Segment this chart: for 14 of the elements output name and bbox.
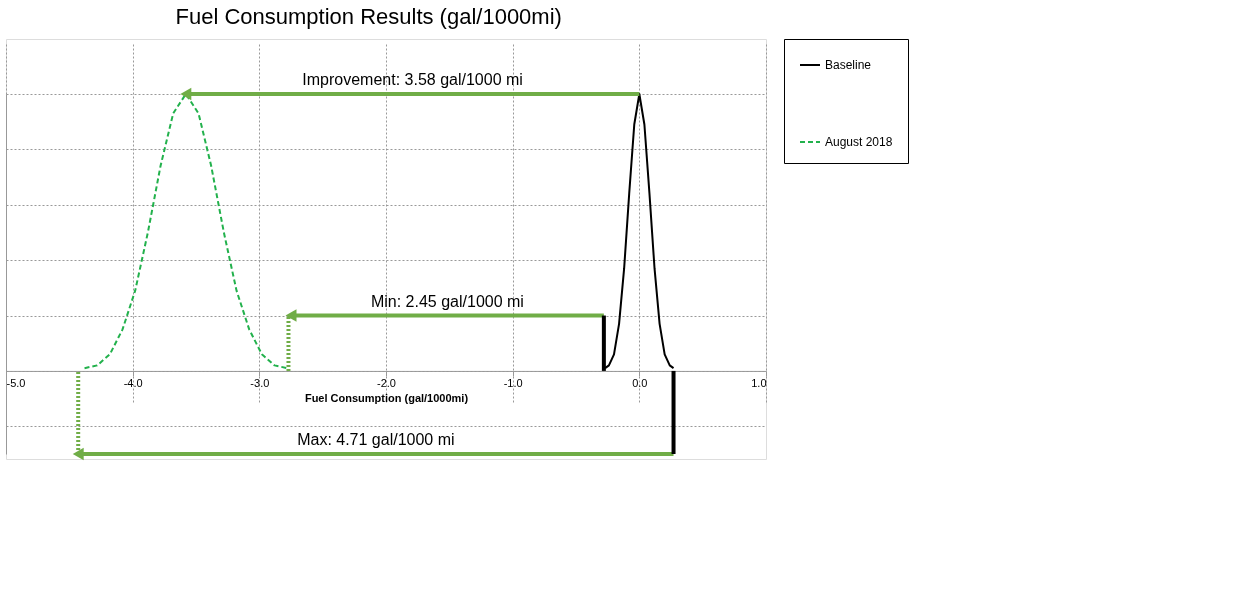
annotation: Max: 4.71 gal/1000 mi [297, 431, 455, 448]
x-tick-label: -2.0 [377, 377, 396, 390]
legend-label: August 2018 [825, 135, 893, 149]
x-tick-label: 0.0 [632, 377, 648, 390]
x-tick-label: -5.0 [6, 377, 26, 390]
chart-title: Fuel Consumption Results (gal/1000mi) [175, 3, 562, 29]
x-tick-label: -4.0 [123, 377, 143, 390]
text: Improvement: 3.58 gal/1000 mi [302, 71, 523, 88]
x-axis-title: Fuel Consumption (gal/1000mi) [304, 392, 469, 405]
x-tick-label: 1.0 [751, 377, 767, 390]
x-tick-label: -1.0 [503, 377, 523, 390]
x-tick-label: -3.0 [250, 377, 270, 390]
annotation: Min: 2.45 gal/1000 mi [370, 292, 524, 310]
legend-label: Baseline [825, 58, 872, 72]
